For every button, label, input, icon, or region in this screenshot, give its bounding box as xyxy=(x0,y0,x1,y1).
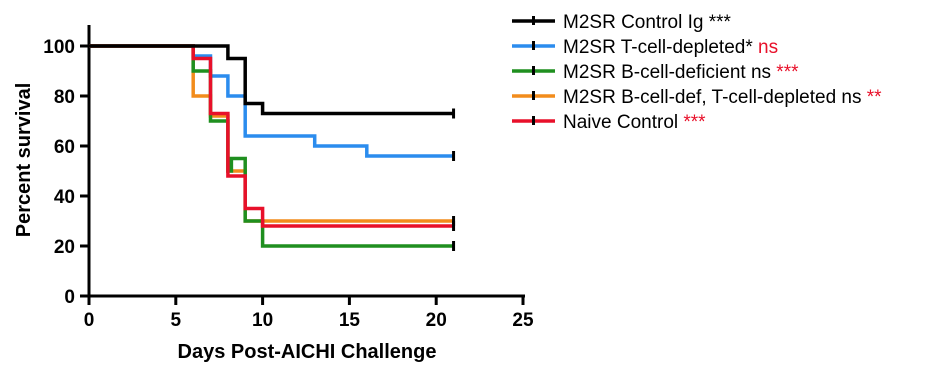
legend-item: M2SR Control Ig *** xyxy=(512,12,732,33)
x-tick-label: 25 xyxy=(512,310,534,331)
axes xyxy=(87,25,525,298)
legend-label: M2SR B-cell-def, T-cell-depleted ns ** xyxy=(563,87,882,108)
y-tick-label: 100 xyxy=(43,37,75,58)
legend-item: M2SR T-cell-depleted* ns xyxy=(512,37,778,58)
legend-significance: ns xyxy=(758,37,778,58)
legend-significance: *** xyxy=(776,62,799,83)
x-ticks: 0 5 10 15 20 25 xyxy=(84,296,534,331)
legend-label: M2SR Control Ig *** xyxy=(563,12,732,33)
y-tick-label: 80 xyxy=(54,87,75,108)
legend: M2SR Control Ig *** M2SR T-cell-depleted*… xyxy=(512,12,882,133)
y-tick-label: 20 xyxy=(54,237,75,258)
series-line-2 xyxy=(89,44,454,248)
y-tick-label: 0 xyxy=(64,287,75,308)
legend-item: M2SR B-cell-deficient ns *** xyxy=(512,62,799,83)
legend-significance: ** xyxy=(867,87,882,108)
legend-series-name: M2SR T-cell-depleted* xyxy=(563,37,758,58)
series-layer xyxy=(89,44,456,251)
legend-label: M2SR T-cell-depleted* ns xyxy=(563,37,778,58)
x-tick-label: 20 xyxy=(426,310,447,331)
legend-label: Naive Control *** xyxy=(563,112,706,133)
series-line-0 xyxy=(89,44,454,116)
series-line-4 xyxy=(89,44,454,228)
legend-significance: *** xyxy=(709,12,732,33)
x-axis-title: Days Post-AICHI Challenge xyxy=(178,341,437,363)
legend-significance: *** xyxy=(683,112,706,133)
x-tick-label: 15 xyxy=(339,310,361,331)
x-tick-label: 10 xyxy=(252,310,273,331)
legend-label: M2SR B-cell-deficient ns *** xyxy=(563,62,799,83)
y-tick-label: 60 xyxy=(54,137,75,158)
series-line-3 xyxy=(89,44,454,223)
legend-series-name: M2SR B-cell-def, T-cell-depleted ns xyxy=(563,87,867,108)
x-tick-label: 0 xyxy=(84,310,95,331)
legend-series-name: Naive Control xyxy=(563,112,683,133)
x-tick-label: 5 xyxy=(171,310,182,331)
series-line-1 xyxy=(89,44,454,158)
y-axis-title: Percent survival xyxy=(13,83,35,238)
legend-item: M2SR B-cell-def, T-cell-depleted ns ** xyxy=(512,87,882,108)
y-ticks: 0 20 40 60 80 100 xyxy=(43,37,89,308)
legend-item: Naive Control *** xyxy=(512,112,706,133)
legend-series-name: M2SR B-cell-deficient ns xyxy=(563,62,776,83)
y-tick-label: 40 xyxy=(54,187,75,208)
legend-series-name: M2SR Control Ig xyxy=(563,12,709,33)
